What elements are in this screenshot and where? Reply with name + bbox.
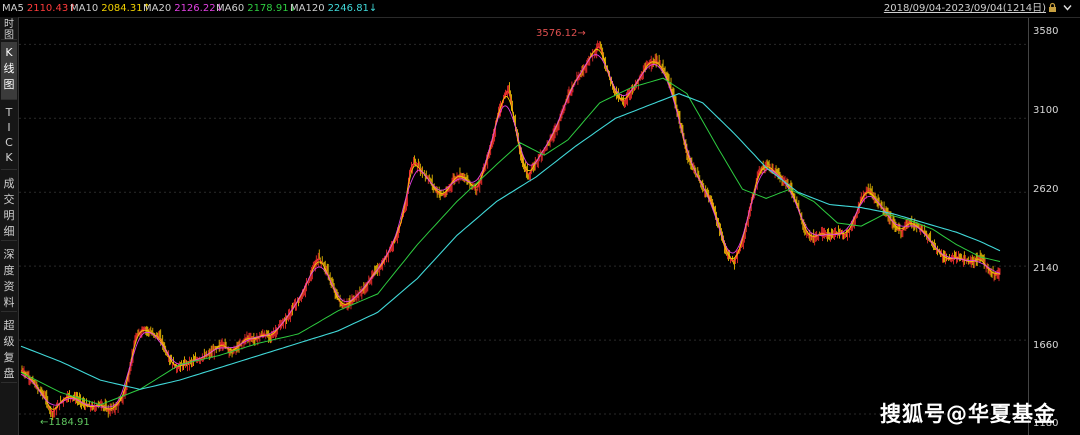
tab-trade-details[interactable]: 成交明细 <box>1 173 17 241</box>
ma120-line <box>20 93 1001 390</box>
date-range-link[interactable]: 2018/09/04-2023/09/04(1214日) <box>883 3 1046 14</box>
ma5-indicator: MA5 2110.43↑ <box>2 3 77 14</box>
ma20-line <box>20 54 1001 408</box>
view-tabs-sidebar: 时图 K线图 TICK 成交明细 深度资料 超级复盘 <box>0 17 19 435</box>
tab-label: 成交明细 <box>3 177 15 238</box>
ma60-indicator: MA60 2178.91↓ <box>216 3 297 14</box>
min-price-label: ←1184.91 <box>40 417 90 428</box>
ma60-line <box>20 77 1001 406</box>
tab-depth-data[interactable]: 深度资料 <box>1 244 17 312</box>
y-tick-label: 1660 <box>1033 340 1059 351</box>
tab-label: 深度资料 <box>3 248 15 309</box>
indicator-bar: MA5 2110.43↑ MA10 2084.31↑ MA20 2126.22↓ MA… <box>0 0 1080 18</box>
price-axis <box>1028 18 1080 435</box>
ma20-indicator: MA20 2126.22↓ <box>143 3 224 14</box>
tab-label: TICK <box>5 106 13 164</box>
y-tick-label: 3580 <box>1033 26 1059 37</box>
kline-chart[interactable] <box>19 18 1080 435</box>
tab-label: 时图 <box>4 19 14 41</box>
y-tick-label: 3100 <box>1033 105 1059 116</box>
y-tick-label: 1180 <box>1033 418 1059 429</box>
tab-label: 超级复盘 <box>3 319 15 380</box>
ma10-line <box>20 48 1001 410</box>
tab-label: K线图 <box>3 46 15 91</box>
max-price-label: 3576.12→ <box>536 28 586 39</box>
y-tick-label: 2620 <box>1033 184 1059 195</box>
watermark: 搜狐号@华夏基金 <box>880 402 1056 426</box>
lock-icon[interactable] <box>1047 2 1058 13</box>
y-tick-label: 2140 <box>1033 263 1059 274</box>
tab-super-replay[interactable]: 超级复盘 <box>1 315 17 383</box>
tab-time-chart[interactable]: 时图 <box>1 17 17 41</box>
tab-tick[interactable]: TICK <box>1 102 17 170</box>
chevron-down-icon[interactable] <box>1062 2 1073 13</box>
tab-kline[interactable]: K线图 <box>1 42 17 100</box>
ma10-indicator: MA10 2084.31↑ <box>70 3 151 14</box>
ma120-indicator: MA120 2246.81↓ <box>290 3 378 14</box>
